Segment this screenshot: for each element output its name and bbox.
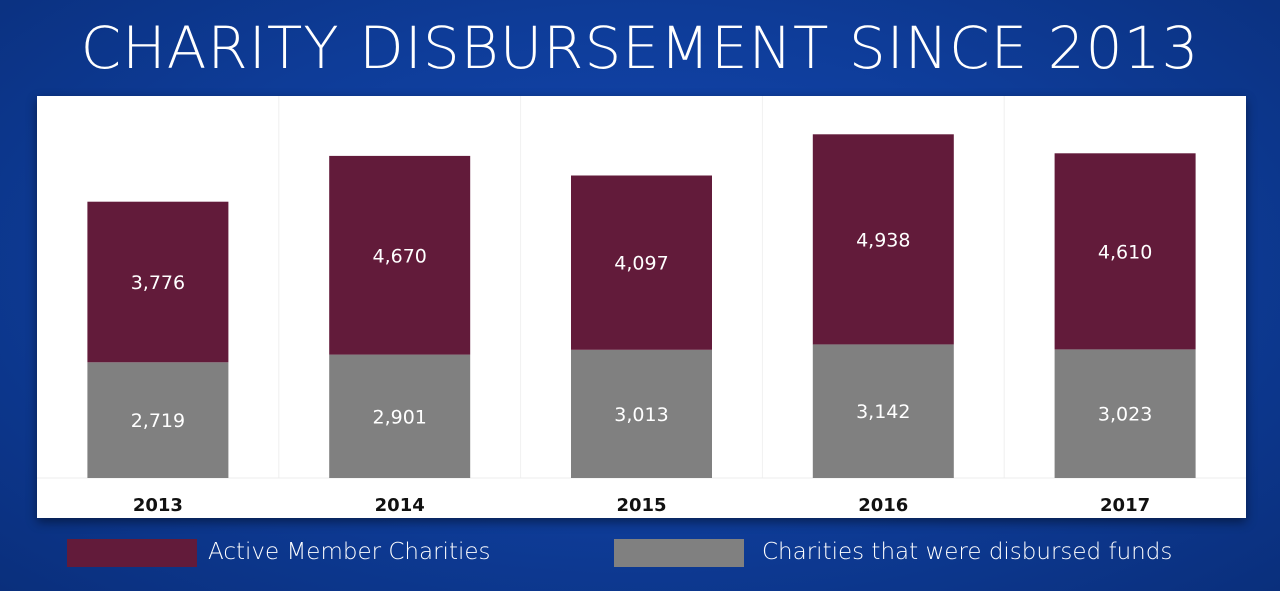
stacked-bar-chart: 2,719 3,776 2013 2,901 4,670 2014 3,013 4,097 20… [37,96,1246,516]
bar-disbursed-2014 [329,354,471,478]
data-label-active-2014: 4,670 [372,245,426,267]
legend-swatch-charities-disbursed [614,539,744,567]
bar-active-2015 [571,175,712,350]
bar-active-2016 [812,134,954,345]
x-tick-label-2017: 2017 [1100,495,1150,516]
bar-disbursed-2013 [87,362,229,478]
legend: Active Member Charities Charities that w… [0,539,1280,569]
legend-swatch-active-member-charities [67,539,197,567]
x-tick-label-2016: 2016 [858,495,908,516]
bar-active-2017 [1054,153,1196,350]
bar-active-2013 [87,201,229,363]
legend-label-active-member-charities: Active Member Charities [208,539,491,565]
data-label-active-2017: 4,610 [1098,241,1152,263]
x-tick-label-2013: 2013 [133,495,183,516]
data-label-disbursed-2013: 2,719 [131,410,185,432]
data-label-disbursed-2015: 3,013 [614,404,668,426]
bar-disbursed-2015 [571,349,712,478]
legend-label-charities-disbursed: Charities that were disbursed funds [762,539,1173,565]
data-label-disbursed-2014: 2,901 [372,406,426,428]
x-tick-label-2015: 2015 [616,495,666,516]
bar-active-2014 [329,155,471,355]
bar-disbursed-2017 [1054,349,1196,478]
data-label-active-2013: 3,776 [131,272,185,294]
chart-title: CHARITY DISBURSEMENT SINCE 2013 [80,14,1200,82]
data-label-disbursed-2016: 3,142 [856,401,910,423]
x-tick-label-2014: 2014 [375,495,425,516]
data-label-active-2015: 4,097 [614,253,668,275]
chart-panel: 2,719 3,776 2013 2,901 4,670 2014 3,013 4,097 20… [37,96,1246,518]
bar-disbursed-2016 [812,344,954,478]
data-label-disbursed-2017: 3,023 [1098,404,1152,426]
data-label-active-2016: 4,938 [856,229,910,251]
